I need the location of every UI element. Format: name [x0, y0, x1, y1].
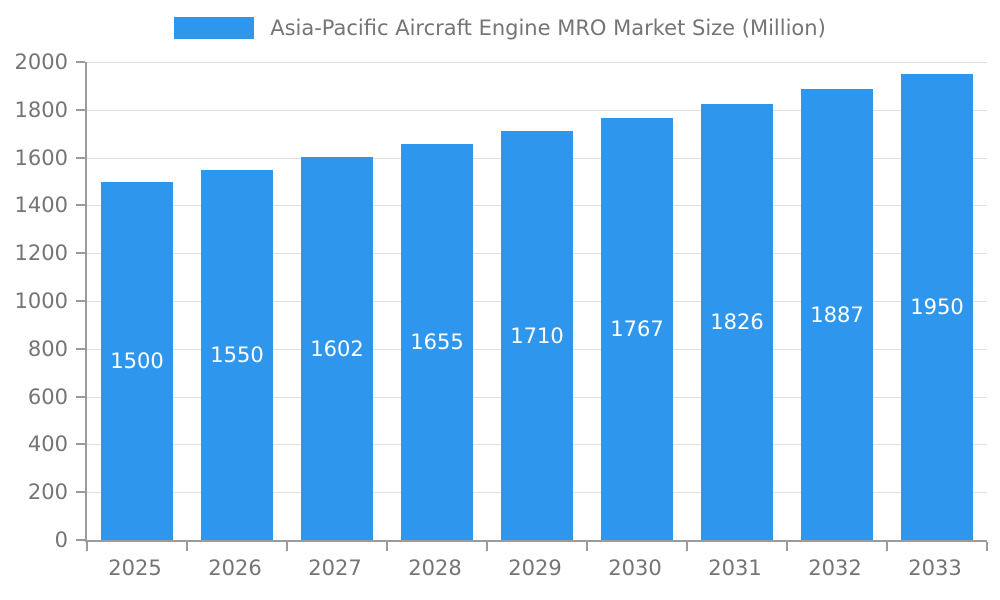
y-axis-label: 800: [27, 336, 68, 361]
x-axis-tick: [86, 542, 88, 551]
y-axis-label: 200: [27, 480, 68, 505]
x-axis-label: 2027: [308, 556, 362, 580]
bar-2033: 1950: [901, 73, 973, 540]
y-axis-label: 0: [54, 528, 68, 552]
bar-2029: 1710: [501, 131, 573, 540]
x-axis-tick: [186, 542, 188, 551]
bar-value-label: 1767: [610, 316, 664, 341]
y-axis-label: 1400: [14, 193, 68, 218]
y-axis-label: 1200: [14, 241, 68, 266]
y-axis-tick: [76, 108, 85, 111]
bar-2032: 1887: [801, 89, 873, 540]
x-axis-label: 2033: [908, 556, 962, 580]
y-axis-tick: [76, 156, 85, 159]
bar-value-label: 1602: [310, 336, 364, 361]
x-axis-tick: [286, 542, 288, 551]
y-axis-label: 1800: [14, 97, 68, 122]
y-axis-tick: [76, 252, 85, 255]
bar-2026: 1550: [201, 169, 273, 540]
x-axis-label: 2031: [708, 556, 762, 580]
x-axis-label: 2026: [208, 556, 262, 580]
x-axis-label: 2025: [108, 556, 162, 580]
x-axis-tick: [986, 542, 988, 551]
y-axis-label: 2000: [14, 50, 68, 74]
y-axis-tick: [76, 395, 85, 398]
bar-2027: 1602: [301, 157, 373, 540]
y-axis-tick: [76, 300, 85, 302]
bar-2031: 1826: [701, 103, 773, 540]
plot-area: 1500 1550 1602 1655 1710 1767 1826 1887 1950: [76, 61, 988, 551]
y-axis-tick: [76, 347, 85, 350]
bar-2025: 1500: [101, 181, 173, 540]
y-axis-tick: [76, 61, 85, 63]
bar-value-label: 1887: [810, 302, 864, 327]
x-axis-labels: 2025 2026 2027 2028 2029 2030 2031 2032 2033: [85, 556, 985, 580]
x-axis-label: 2032: [808, 556, 862, 580]
chart-title: Asia-Pacific Aircraft Engine MRO Market …: [270, 16, 826, 40]
y-axis-tick: [76, 204, 85, 207]
y-axis-label: 1000: [14, 289, 68, 313]
bar-value-label: 1710: [510, 323, 564, 348]
x-axis-label: 2028: [408, 556, 462, 580]
x-axis-tick: [386, 542, 388, 551]
bar-2030: 1767: [601, 117, 673, 540]
y-axis-label: 400: [27, 432, 68, 457]
bar-value-label: 1500: [110, 348, 164, 373]
x-axis-tick: [786, 542, 788, 551]
bar-value-label: 1550: [210, 342, 264, 367]
x-axis-label: 2029: [508, 556, 562, 580]
bar-value-label: 1655: [410, 330, 464, 355]
legend-swatch: [174, 17, 255, 39]
chart-legend: Asia-Pacific Aircraft Engine MRO Market …: [0, 15, 1000, 41]
x-axis-tick: [686, 542, 688, 551]
x-axis-label: 2030: [608, 556, 662, 580]
gridline: [87, 109, 987, 111]
y-axis-tick: [76, 539, 85, 541]
y-axis-label: 600: [27, 384, 68, 409]
y-axis-tick: [76, 491, 85, 494]
x-axis-tick: [886, 542, 888, 551]
x-axis-tick: [586, 542, 588, 551]
x-axis-tick: [486, 542, 488, 551]
y-axis-labels: 0 200 400 600 800 1000 1200 1400 1600 1800 2000: [0, 50, 68, 552]
y-axis-label: 1600: [14, 145, 68, 170]
bar-value-label: 1950: [910, 294, 964, 319]
y-axis-tick: [76, 443, 85, 446]
bar-2028: 1655: [401, 144, 473, 540]
bar-value-label: 1826: [710, 309, 764, 334]
gridline: [87, 62, 987, 63]
